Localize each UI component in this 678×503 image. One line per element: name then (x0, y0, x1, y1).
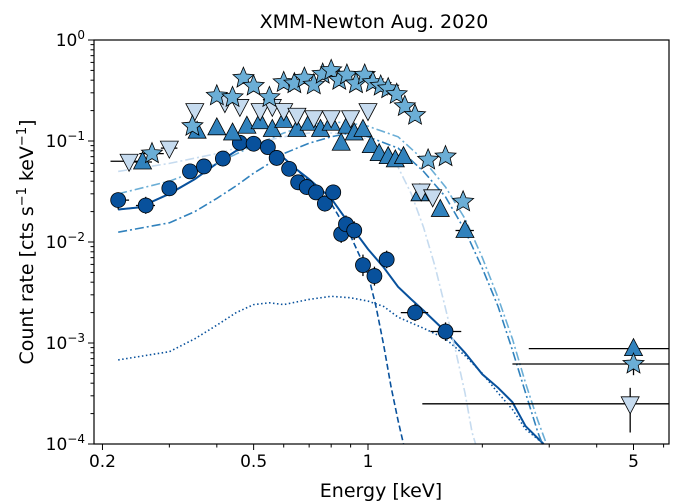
y-tick-label-0: 10−4 (46, 432, 85, 455)
point-triangle-down-14 (423, 189, 443, 208)
y-tick-exponent: −4 (67, 432, 85, 446)
x-tick-label-3: 5 (628, 452, 639, 472)
x-tick-label-2: 1 (363, 452, 374, 472)
point-star-20 (385, 82, 409, 105)
point-triangle-down-2 (185, 103, 205, 122)
point-triangle-up-12 (331, 132, 351, 151)
point-star-3 (221, 85, 244, 108)
point-triangle-down-10 (321, 110, 341, 129)
y-tick-base: 10 (46, 334, 68, 354)
point-triangle-down-1 (159, 140, 180, 159)
point-triangle-up-20 (393, 145, 414, 165)
point-triangle-up-22 (430, 198, 450, 217)
point-circle-4 (196, 158, 212, 175)
point-circle-9 (268, 150, 285, 166)
point-triangle-up-16 (361, 134, 381, 154)
point-star-23 (416, 147, 440, 170)
x-axis-ticks: 0.2 0.5 1 5 (89, 444, 665, 472)
y-tick-exponent: −1 (67, 129, 85, 143)
chart-title: XMM-Newton Aug. 2020 (260, 11, 489, 33)
y-axis-label-sup1: −1 (15, 187, 30, 206)
y-tick-label-3: 10−1 (46, 129, 85, 152)
point-triangle-down-15 (620, 396, 640, 415)
point-star-2 (205, 83, 229, 106)
model-curve-dashed-1 (118, 143, 405, 445)
point-star-10 (302, 72, 326, 95)
point-circle-8 (259, 139, 276, 156)
point-circle-10 (281, 160, 298, 177)
point-circle-3 (182, 163, 198, 180)
point-triangle-up-15 (353, 118, 373, 137)
y-tick-exponent: −2 (67, 230, 85, 244)
point-star-12 (319, 58, 343, 81)
point-triangle-up-6 (262, 118, 282, 137)
point-circle-18 (346, 222, 363, 239)
y-tick-label-4: 100 (56, 28, 85, 51)
point-circle-22 (407, 304, 423, 321)
y-tick-base: 10 (46, 435, 68, 455)
point-circle-7 (245, 135, 262, 152)
point-star-6 (257, 85, 281, 108)
point-triangle-down-9 (304, 110, 324, 129)
point-circle-20 (366, 268, 383, 284)
y-axis-label-mid: keV (16, 146, 38, 187)
point-star-25 (451, 189, 475, 212)
point-triangle-down-0 (119, 153, 139, 173)
point-circle-0 (110, 192, 127, 208)
point-circle-1 (137, 197, 154, 214)
point-circle-23 (437, 323, 454, 340)
x-axis-label: Energy [keV] (320, 480, 442, 502)
x-tick-label-1: 0.5 (240, 452, 267, 472)
y-tick-base: 10 (56, 31, 78, 51)
point-circle-5 (214, 150, 231, 167)
point-triangle-down-11 (340, 110, 361, 129)
point-star-0 (140, 141, 164, 164)
point-star-26 (621, 351, 646, 374)
point-triangle-up-3 (222, 122, 243, 141)
point-triangle-down-5 (250, 103, 270, 122)
point-star-5 (242, 73, 266, 96)
point-triangle-down-12 (358, 103, 378, 122)
point-star-1 (181, 114, 204, 136)
y-tick-base: 10 (46, 233, 68, 253)
point-triangle-up-23 (455, 219, 475, 238)
y-axis-label-sup2: −1 (15, 127, 30, 146)
x-tick-label-0: 0.2 (89, 452, 116, 472)
model-curve-dashdot-3 (118, 132, 544, 445)
point-triangle-up-2 (207, 116, 227, 136)
model-curve-dotted-2 (118, 295, 545, 445)
point-circle-2 (161, 180, 178, 197)
plot-frame (93, 39, 670, 445)
point-circle-13 (308, 184, 324, 201)
data-markers (110, 58, 646, 415)
point-circle-15 (325, 184, 342, 201)
point-circle-14 (316, 195, 333, 212)
y-axis-label: Count rate [cts s−1 keV−1] (15, 119, 38, 364)
point-triangle-down-8 (287, 107, 307, 127)
y-tick-label-2: 10−2 (46, 230, 85, 253)
point-circle-19 (355, 257, 371, 274)
y-tick-exponent: −3 (67, 331, 85, 345)
y-tick-base: 10 (46, 132, 68, 152)
y-tick-exponent: 0 (77, 28, 85, 42)
point-circle-21 (378, 251, 395, 268)
point-star-22 (403, 103, 427, 125)
point-star-24 (434, 144, 457, 167)
y-axis-label-end: ] (16, 119, 38, 126)
y-axis-label-main: Count rate [cts s (16, 206, 38, 364)
y-tick-label-1: 10−3 (46, 331, 85, 354)
